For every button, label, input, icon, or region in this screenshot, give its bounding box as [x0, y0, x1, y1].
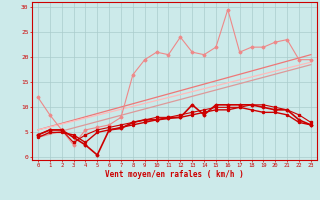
X-axis label: Vent moyen/en rafales ( km/h ): Vent moyen/en rafales ( km/h ) — [105, 170, 244, 179]
